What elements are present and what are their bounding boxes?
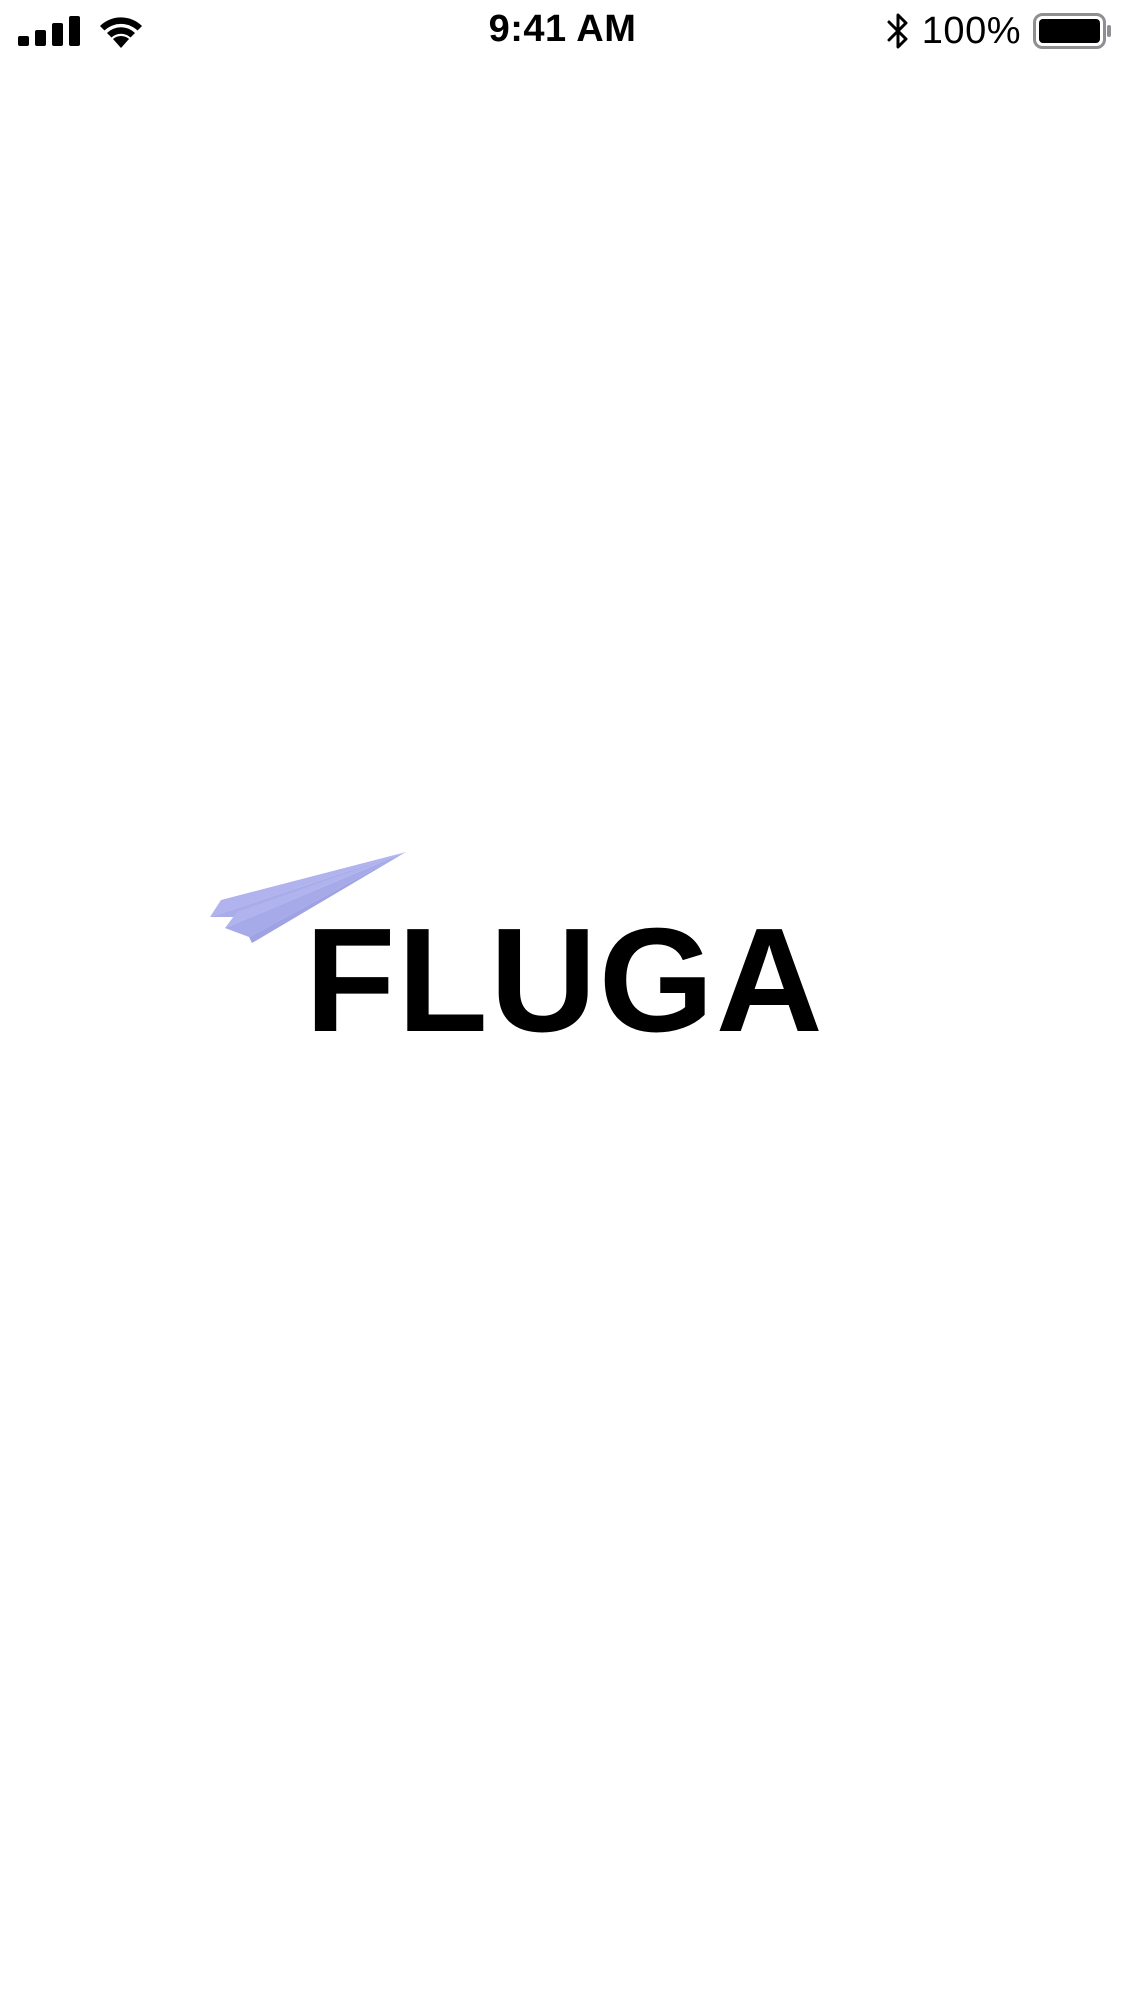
battery-percentage: 100% (921, 9, 1021, 52)
app-logo: FLUGA (205, 845, 845, 1055)
cellular-signal-icon (18, 16, 80, 46)
app-wordmark: FLUGA (305, 898, 825, 1063)
status-bar: 9:41 AM 100% (0, 0, 1125, 62)
status-time: 9:41 AM (488, 8, 637, 50)
status-right: 100% (886, 10, 1113, 52)
paper-plane-icon (210, 852, 406, 943)
wifi-icon (100, 17, 142, 48)
bluetooth-icon (887, 13, 908, 49)
status-left (18, 14, 144, 48)
battery-icon (1033, 13, 1111, 49)
